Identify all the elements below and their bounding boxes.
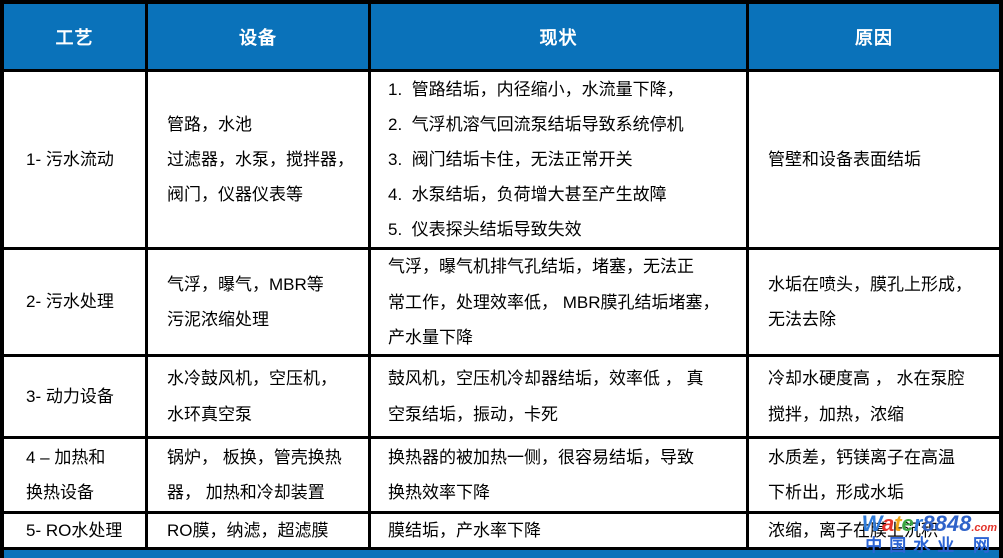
cell-text: 3- 动力设备 [26, 386, 114, 406]
cell-r2-equipment: 气浮，曝气，MBR等 污泥浓缩处理 [148, 250, 371, 357]
cell-text: 浓缩，离子在膜上沉积 [768, 521, 938, 540]
cell-r3-process: 3- 动力设备 [4, 357, 148, 439]
table-grid: 工艺 设备 现状 原因 1- 污水流动 管路，水池 过滤器，水泵，搅拌器， 阀门… [4, 4, 999, 550]
cell-text: 2- 污水处理 [26, 292, 114, 312]
header-reason: 原因 [749, 4, 999, 72]
header-label: 现状 [539, 27, 578, 48]
cell-text: RO膜，纳滤，超滤膜 [167, 521, 329, 540]
cell-r1-process: 1- 污水流动 [4, 72, 148, 250]
header-label: 设备 [239, 27, 277, 48]
cell-text: 锅炉， 板换，管壳换热 器， 加热和冷却装置 [167, 447, 342, 502]
cell-text: 水冷鼓风机，空压机， 水环真空泵 [167, 369, 337, 424]
cell-text: 4 – 加热和 换热设备 [26, 447, 106, 502]
footer-bar [4, 550, 999, 558]
cell-r1-equipment: 管路，水池 过滤器，水泵，搅拌器， 阀门，仪器仪表等 [148, 72, 371, 250]
cell-r4-equipment: 锅炉， 板换，管壳换热 器， 加热和冷却装置 [148, 439, 371, 514]
cell-r1-status: 1. 管路结垢，内径缩小，水流量下降， 2. 气浮机溶气回流泵结垢导致系统停机 … [371, 72, 749, 250]
cell-r2-reason: 水垢在喷头，膜孔上形成， 无法去除 [749, 250, 999, 357]
cell-r3-status: 鼓风机，空压机冷却器结垢，效率低 ， 真 空泵结垢，振动，卡死 [371, 357, 749, 439]
cell-r4-reason: 水质差，钙镁离子在高温 下析出，形成水垢 [749, 439, 999, 514]
header-process: 工艺 [4, 4, 148, 72]
cell-text: 鼓风机，空压机冷却器结垢，效率低 ， 真 空泵结垢，振动，卡死 [388, 369, 704, 424]
cell-text: 水质差，钙镁离子在高温 下析出，形成水垢 [768, 447, 955, 502]
cell-r5-process: 5- RO水处理 [4, 514, 148, 550]
header-label: 原因 [855, 27, 893, 48]
cell-text: 换热器的被加热一侧，很容易结垢，导致 换热效率下降 [388, 447, 694, 502]
cell-text: 气浮，曝气，MBR等 污泥浓缩处理 [167, 274, 324, 329]
cell-r2-status: 气浮，曝气机排气孔结垢，堵塞，无法正 常工作，处理效率低， MBR膜孔结垢堵塞，… [371, 250, 749, 357]
cell-text: 冷却水硬度高 ， 水在泵腔 搅拌，加热，浓缩 [768, 369, 965, 424]
header-label: 工艺 [55, 27, 94, 48]
cell-r4-process: 4 – 加热和 换热设备 [4, 439, 148, 514]
cell-text: 5- RO水处理 [26, 521, 123, 540]
cell-text: 1. 管路结垢，内径缩小，水流量下降， 2. 气浮机溶气回流泵结垢导致系统停机 … [388, 79, 684, 240]
cell-text: 管壁和设备表面结垢 [768, 149, 921, 169]
cell-r3-reason: 冷却水硬度高 ， 水在泵腔 搅拌，加热，浓缩 [749, 357, 999, 439]
cell-text: 气浮，曝气机排气孔结垢，堵塞，无法正 常工作，处理效率低， MBR膜孔结垢堵塞，… [388, 257, 720, 347]
header-equipment: 设备 [148, 4, 371, 72]
cell-r2-process: 2- 污水处理 [4, 250, 148, 357]
cell-text: 水垢在喷头，膜孔上形成， 无法去除 [768, 274, 972, 329]
cell-r4-status: 换热器的被加热一侧，很容易结垢，导致 换热效率下降 [371, 439, 749, 514]
cell-text: 1- 污水流动 [26, 149, 114, 169]
cell-r5-equipment: RO膜，纳滤，超滤膜 [148, 514, 371, 550]
cell-r5-status: 膜结垢，产水率下降 [371, 514, 749, 550]
cell-text: 膜结垢，产水率下降 [388, 521, 541, 540]
cell-r5-reason: 浓缩，离子在膜上沉积 [749, 514, 999, 550]
header-status: 现状 [371, 4, 749, 72]
cell-text: 管路，水池 过滤器，水泵，搅拌器， 阀门，仪器仪表等 [167, 114, 354, 204]
cell-r1-reason: 管壁和设备表面结垢 [749, 72, 999, 250]
cell-r3-equipment: 水冷鼓风机，空压机， 水环真空泵 [148, 357, 371, 439]
